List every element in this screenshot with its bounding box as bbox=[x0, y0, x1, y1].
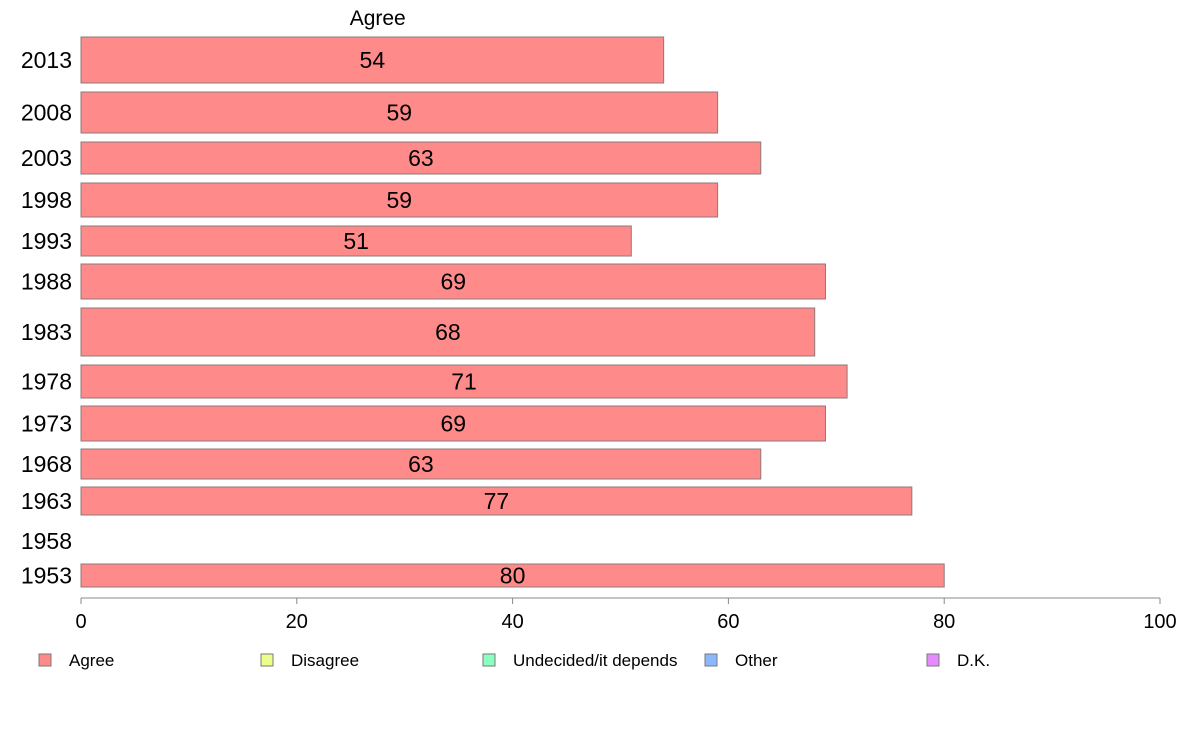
category-label: 2013 bbox=[21, 47, 72, 73]
legend: Agree Disagree Undecided/it depends Other D.… bbox=[38, 651, 990, 670]
legend-swatch bbox=[482, 653, 496, 667]
category-label: 1968 bbox=[21, 451, 72, 477]
x-tick-label: 100 bbox=[1143, 611, 1176, 633]
value-label: 63 bbox=[408, 451, 434, 477]
legend-swatch bbox=[38, 653, 52, 667]
category-label: 1993 bbox=[21, 228, 72, 254]
category-label: 1988 bbox=[21, 269, 72, 295]
category-label: 2008 bbox=[21, 100, 72, 126]
category-label: 1983 bbox=[21, 319, 72, 345]
legend-label: Undecided/it depends bbox=[513, 651, 677, 670]
x-tick-label: 0 bbox=[75, 611, 86, 633]
category-label: 1958 bbox=[21, 528, 72, 554]
bar-1993 bbox=[80, 225, 632, 257]
bar-1983 bbox=[80, 307, 816, 357]
category-label: 1978 bbox=[21, 369, 72, 395]
bar-2003 bbox=[80, 141, 762, 175]
value-label: 51 bbox=[343, 228, 369, 254]
x-tick-label: 60 bbox=[717, 611, 739, 633]
value-label: 69 bbox=[440, 411, 466, 437]
bar-2013 bbox=[80, 36, 665, 84]
bar-1988 bbox=[80, 263, 827, 300]
bar-1978 bbox=[80, 364, 848, 399]
x-tick-label: 40 bbox=[501, 611, 523, 633]
legend-item: Agree bbox=[38, 651, 114, 670]
legend-item: D.K. bbox=[926, 651, 990, 670]
x-tick-label: 80 bbox=[933, 611, 955, 633]
value-label: 69 bbox=[440, 269, 466, 295]
legend-swatch bbox=[260, 653, 274, 667]
legend-swatch bbox=[704, 653, 718, 667]
legend-label: Other bbox=[735, 651, 778, 670]
legend-item: Disagree bbox=[260, 651, 359, 670]
bars-layer: 2013 54 2008 59 2003 63 1998 59 1993 51 1988 69 1983… bbox=[21, 36, 945, 589]
value-label: 77 bbox=[484, 488, 510, 514]
bar-1968 bbox=[80, 448, 762, 480]
x-tick-label: 20 bbox=[286, 611, 308, 633]
bar-2008 bbox=[80, 91, 719, 134]
legend-label: Agree bbox=[69, 651, 114, 670]
category-label: 1998 bbox=[21, 187, 72, 213]
bar-1973 bbox=[80, 405, 827, 442]
panel-title: Agree bbox=[350, 7, 406, 30]
category-label: 1963 bbox=[21, 488, 72, 514]
value-label: 71 bbox=[451, 369, 477, 395]
category-label: 1953 bbox=[21, 563, 72, 589]
legend-label: D.K. bbox=[957, 651, 990, 670]
category-label: 2003 bbox=[21, 145, 72, 171]
bar-1963 bbox=[80, 486, 913, 516]
x-axis: 0 20 40 60 80 100 bbox=[75, 597, 1177, 633]
value-label: 68 bbox=[435, 319, 461, 345]
value-label: 59 bbox=[387, 100, 413, 126]
bar-1953 bbox=[80, 563, 945, 588]
category-label: 1973 bbox=[21, 411, 72, 437]
legend-item: Other bbox=[704, 651, 778, 670]
legend-item: Undecided/it depends bbox=[482, 651, 677, 670]
value-label: 59 bbox=[387, 187, 413, 213]
value-label: 63 bbox=[408, 145, 434, 171]
legend-swatch bbox=[926, 653, 940, 667]
bar-1998 bbox=[80, 182, 719, 218]
legend-label: Disagree bbox=[291, 651, 359, 670]
value-label: 54 bbox=[360, 47, 386, 73]
value-label: 80 bbox=[500, 563, 526, 589]
